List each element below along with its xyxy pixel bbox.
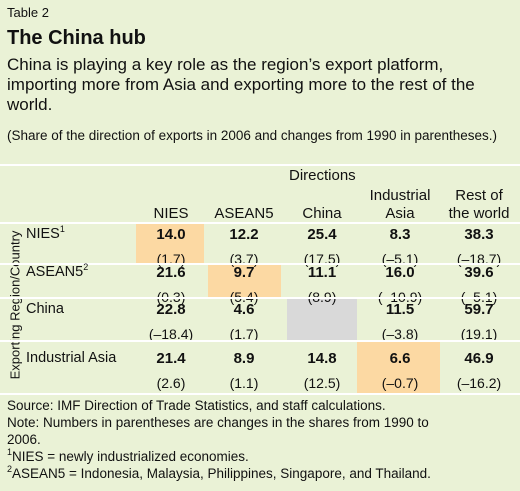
footnote-1: 1NIES = newly industrialized economies. <box>7 447 249 465</box>
table-number: Table 2 <box>7 5 49 20</box>
diagonal-highlight-asean5 <box>208 264 281 298</box>
row-divider <box>0 340 520 342</box>
table-cell: 6.6 (–0.7) <box>381 350 419 391</box>
note-line-2: 2006. <box>7 432 41 447</box>
source-line: Source: IMF Direction of Trade Statistic… <box>7 398 386 413</box>
row-divider <box>0 297 520 299</box>
row-label-asean5: ASEAN52 <box>26 262 89 281</box>
table-subtitle: China is playing a key role as the regio… <box>7 55 475 114</box>
row-label-industrial-asia: Industrial Asia <box>26 350 117 366</box>
column-header-china: China <box>302 205 342 222</box>
table-cell: 8.9 (1.1) <box>229 350 259 391</box>
row-label-china: China <box>26 301 64 317</box>
directions-header: Directions <box>289 167 356 184</box>
note-line-1: Note: Numbers in parentheses are changes… <box>7 415 429 430</box>
table-cell: 46.9 (–16.2) <box>456 350 502 391</box>
table-cell: 21.4 (2.6) <box>156 350 186 391</box>
table-cell: 39.6 (–5.1) <box>460 264 498 305</box>
column-header-nies: NIES <box>153 205 189 222</box>
table-cell: 11.5 (–3.8) <box>381 301 419 342</box>
table-cell: 4.6 (1.7) <box>229 301 259 342</box>
diagonal-highlight-industrial-asia <box>357 341 440 393</box>
diagonal-highlight-nies <box>136 223 204 264</box>
footnote-2: 2ASEAN5 = Indonesia, Malaysia, Philippin… <box>7 464 431 482</box>
row-divider <box>0 263 520 265</box>
table-cell: 8.3 (–5.1) <box>381 226 419 267</box>
table-cell: 21.6 (0.3) <box>156 264 186 305</box>
table-cell: 22.8 (–18.4) <box>148 301 194 342</box>
column-header-rest-of-world: Rest of the world <box>448 187 510 222</box>
table-cell: 9.7 (5.4) <box>229 264 259 305</box>
table-cell: 11.1 (8.9) <box>307 264 337 305</box>
table-note: (Share of the direction of exports in 20… <box>7 128 498 143</box>
table-cell: 12.2 (3.7) <box>229 226 259 267</box>
bottom-divider <box>0 393 520 395</box>
table-cell: 16.0 (–10.9) <box>377 264 423 305</box>
column-header-asean5: ASEAN5 <box>214 205 274 222</box>
row-label-nies: NIES1 <box>26 224 65 243</box>
table-cell: 38.3 (–18.7) <box>456 226 502 267</box>
header-divider <box>0 222 520 224</box>
column-header-industrial-asia: Industrial Asia <box>369 187 431 222</box>
table-title: The China hub <box>7 27 146 49</box>
top-divider <box>0 164 520 166</box>
table-cell: 59.7 (19.1) <box>460 301 498 342</box>
empty-cell-china <box>287 298 357 340</box>
table-cell: 14.0 (1.7) <box>156 226 186 267</box>
row-axis-label: Exporting Region/Country <box>7 230 23 380</box>
table-footer: Source: IMF Direction of Trade Statistic… <box>7 397 517 482</box>
table-cell: 25.4 (17.5) <box>303 226 341 267</box>
table-cell: 14.8 (12.5) <box>303 350 341 391</box>
